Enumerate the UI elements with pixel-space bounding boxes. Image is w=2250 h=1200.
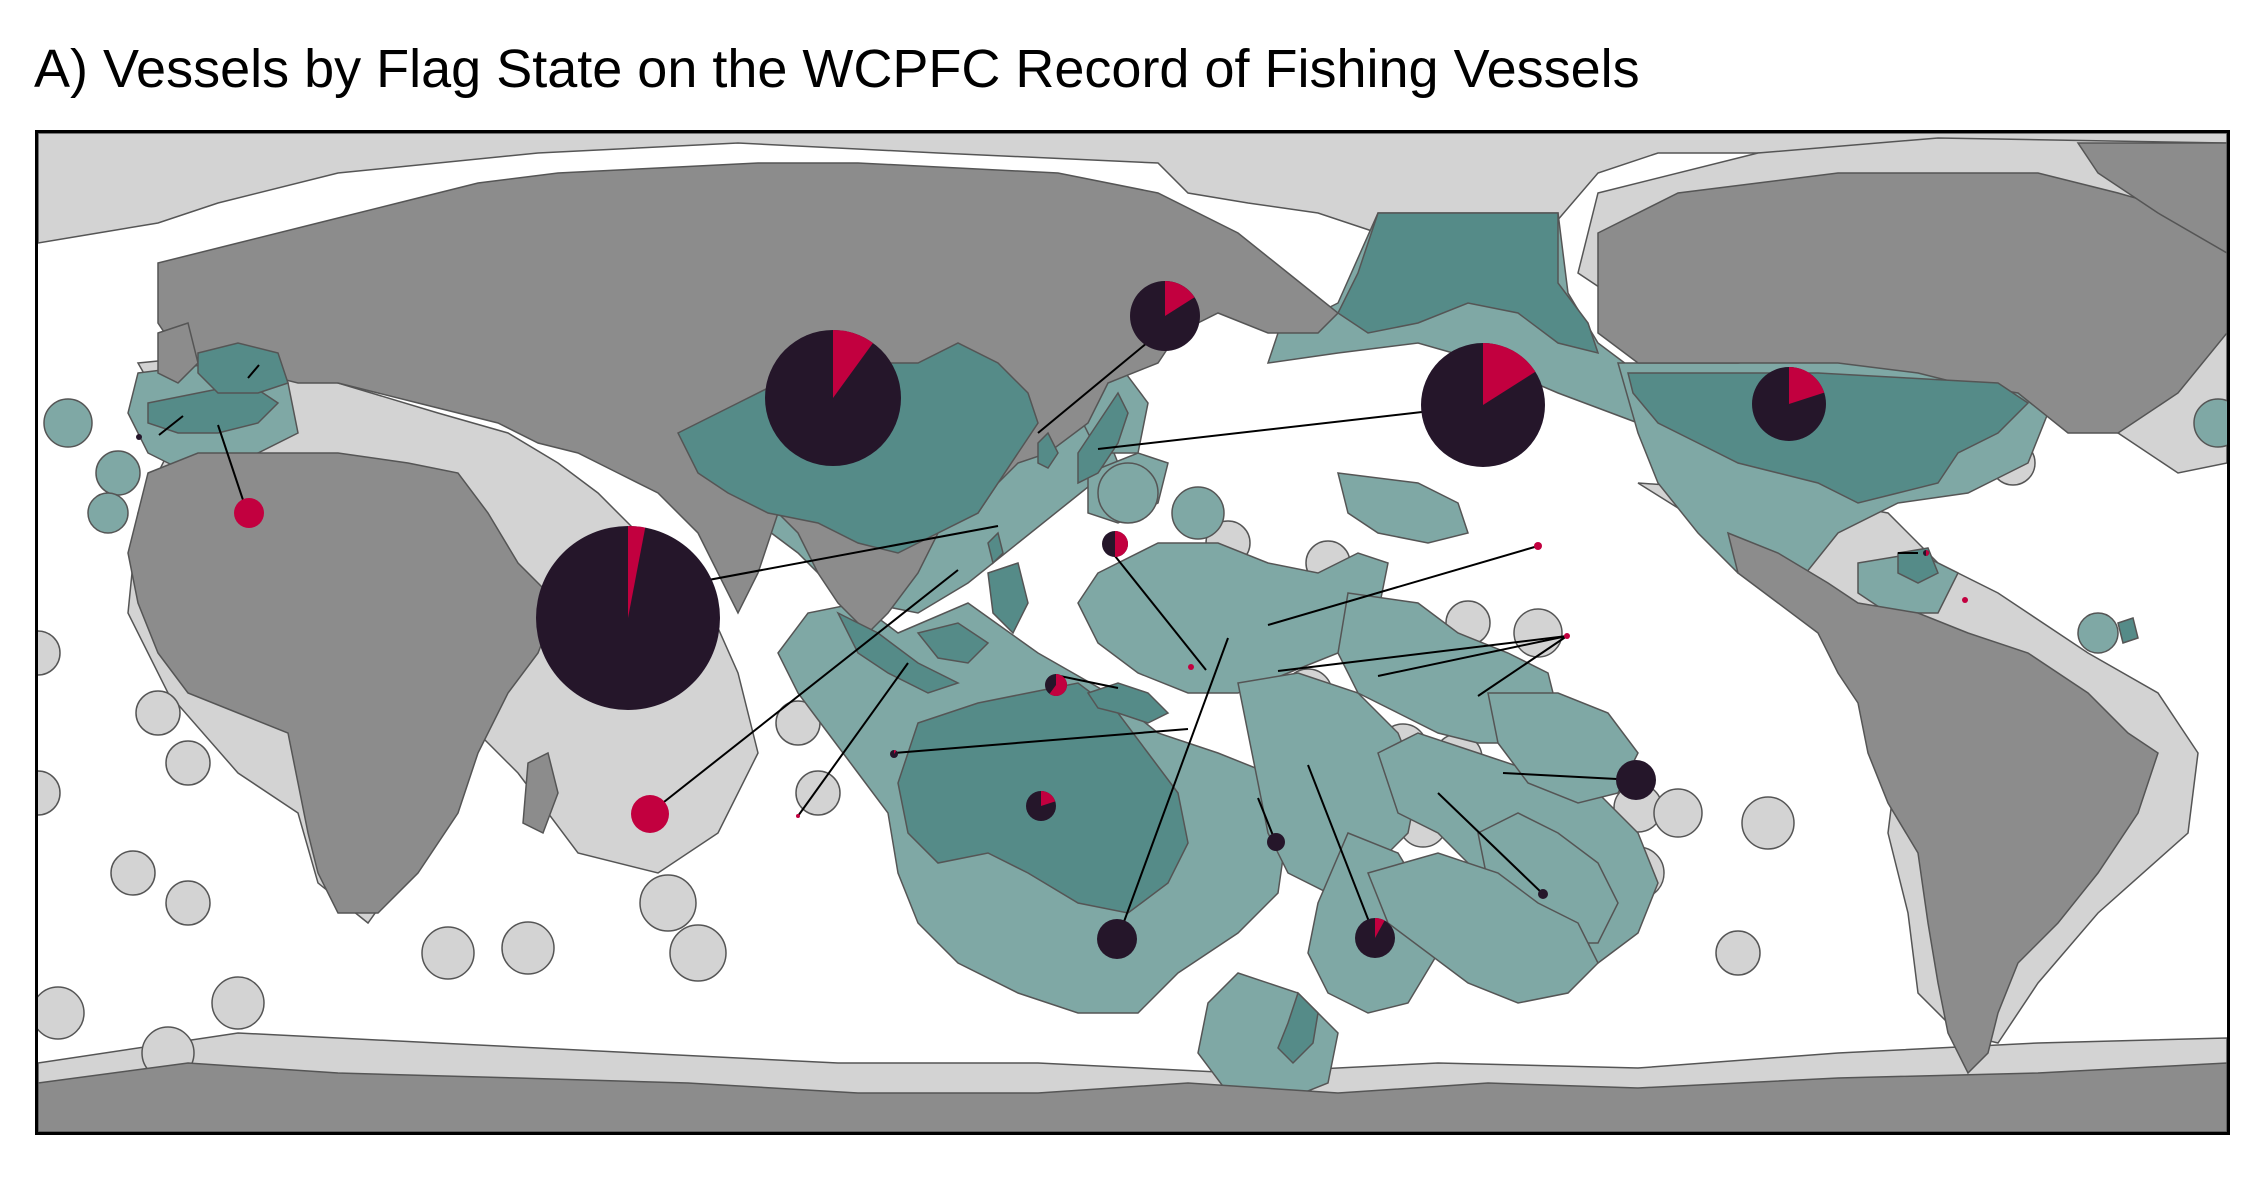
pie-philippines: [1102, 531, 1128, 557]
pie-australia: [1026, 791, 1056, 821]
leader-vanuatu-fiji: [1307, 764, 1376, 938]
leader-france: [247, 364, 260, 379]
pie-slice-secondary-taiwan: [628, 526, 646, 618]
pie-slice-secondary-new-zealand: [1375, 918, 1385, 938]
pie-slice-secondary-el-salvador: [1926, 550, 1929, 556]
pie-slice-new-caledonia: [1267, 833, 1285, 851]
pie-slice-secondary-png: [894, 750, 897, 754]
pie-slice-secondary-australia: [1041, 791, 1056, 806]
pie-slice-secondary-korea: [1483, 343, 1536, 405]
pie-new-caledonia: [1267, 833, 1285, 851]
leader-vietnam: [893, 728, 1189, 754]
pie-slice-kiribati: [1564, 633, 1570, 639]
pie-china: [765, 330, 901, 466]
pie-taiwan: [536, 526, 720, 710]
leader-tonga: [1437, 792, 1544, 895]
pie-slice-cook-islands: [1616, 760, 1656, 800]
leader-png: [1054, 674, 1119, 689]
pie-portugal: [136, 434, 142, 440]
pie-slice-fiji: [1097, 919, 1137, 959]
leader-kiribati: [1277, 635, 1568, 672]
pie-slice-secondary-japan: [1165, 281, 1195, 316]
pie-vanuatu: [631, 795, 669, 833]
member-land-layer: [147, 212, 2139, 1065]
leader-australia: [1117, 637, 1229, 939]
pie-vietnam: [1188, 664, 1194, 670]
leader-portugal: [158, 415, 184, 436]
pie-slice-spain: [234, 498, 264, 528]
pie-slice-marshall: [1534, 542, 1542, 550]
map-title: A) Vessels by Flag State on the WCPFC Re…: [34, 39, 1640, 99]
leader-japan: [1037, 327, 1166, 434]
pie-slice-secondary-philippines: [1115, 531, 1128, 557]
pie-png: [890, 750, 898, 758]
pie-slice-portugal: [136, 434, 142, 440]
pie-slice-secondary-usa: [1789, 367, 1825, 404]
pie-kiribati: [1564, 633, 1570, 639]
pie-marshall: [1534, 542, 1542, 550]
leader-marshall: [1267, 545, 1539, 626]
pie-slice-vanuatu: [631, 795, 669, 833]
pie-japan: [1130, 281, 1200, 351]
pie-slice-secondary-china: [833, 330, 873, 398]
world-map: [35, 130, 2230, 1135]
leader-philippines: [649, 569, 959, 814]
pie-usa: [1752, 367, 1826, 441]
pie-cook-islands: [1616, 760, 1656, 800]
pie-tonga: [1538, 889, 1548, 899]
pie-indonesia: [1045, 674, 1067, 696]
pie-spain: [234, 498, 264, 528]
leader-spain: [217, 424, 247, 510]
pie-korea: [1421, 343, 1545, 467]
pie-el-salvador: [1923, 550, 1929, 556]
leader-fsm: [1106, 545, 1207, 671]
pie-slice-fsm: [796, 814, 800, 818]
leader-cook: [1502, 772, 1637, 781]
pie-slice-secondary-indonesia: [1049, 674, 1067, 696]
leader-indonesia: [797, 662, 909, 817]
pie-layer: [136, 281, 1968, 959]
pie-slice-vietnam: [1188, 664, 1194, 670]
pie-slice-belize: [1962, 597, 1968, 603]
leader-kiribati-3: [1477, 635, 1568, 697]
leader-kiribati-2: [1377, 635, 1568, 677]
pie-slice-tonga: [1538, 889, 1548, 899]
pie-new-zealand: [1355, 918, 1395, 958]
pie-belize: [1962, 597, 1968, 603]
pie-fiji: [1097, 919, 1137, 959]
pie-fsm: [796, 814, 800, 818]
leader-korea: [1097, 404, 1484, 450]
